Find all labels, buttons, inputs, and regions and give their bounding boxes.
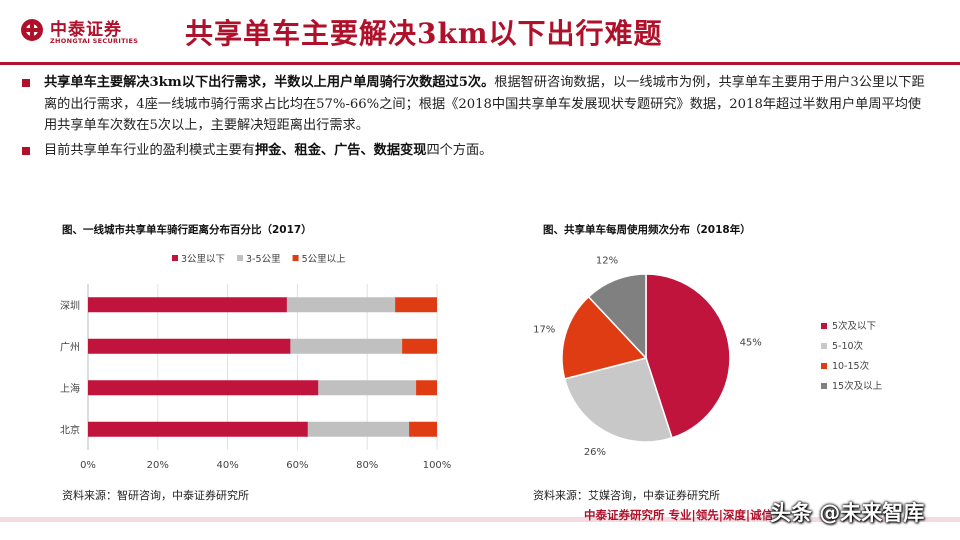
footer-bar (0, 517, 960, 522)
bullet-item: 目前共享单车行业的盈利模式主要有押金、租金、广告、数据变现四个方面。 (20, 140, 925, 162)
legend-swatch (821, 323, 827, 329)
x-tick-label: 20% (147, 460, 169, 471)
slice-data-label: 17% (533, 324, 555, 335)
pie-chart-title: 图、共享单车每周使用频次分布（2018年） (543, 224, 751, 236)
pie-slice (561, 295, 648, 380)
bar-segment (402, 338, 437, 354)
bar-segment (88, 380, 319, 396)
bullet-text: 目前共享单车行业的盈利模式主要有 (44, 142, 255, 158)
bar-chart-title: 图、一线城市共享单车骑行距离分布百分比（2017） (62, 224, 312, 236)
bar-segment (416, 380, 437, 396)
slice-data-label: 26% (584, 447, 606, 458)
bullet-bold-text: 押金、租金、广告、数据变现 (255, 142, 427, 158)
bar-chart-source: 资料来源：智研咨询，中泰证券研究所 (62, 489, 249, 502)
legend-label: 3公里以下 (181, 254, 225, 265)
pie-slice (563, 357, 673, 443)
category-label: 广州 (60, 341, 80, 353)
bullet-list: 共享单车主要解决3km以下出行需求，半数以上用户单周骑行次数超过5次。根据智研咨… (20, 72, 925, 161)
bar-segment (290, 338, 403, 354)
x-tick-label: 60% (286, 460, 308, 471)
x-tick-label: 40% (216, 460, 238, 471)
slice-data-label: 12% (596, 255, 618, 266)
company-logo-english: ZHONGTAI SECURITIES (50, 37, 139, 45)
slice-data-label: 45% (740, 337, 762, 348)
company-logo-name: 中泰证券 (50, 20, 122, 40)
legend-swatch (237, 255, 244, 261)
bar-segment (88, 338, 291, 354)
pie-chart: 45% 26% 17% 12% 5次及以下 5-10次 10-15次 15次及以上 (533, 255, 883, 458)
legend-label: 5-10次 (832, 340, 864, 352)
x-tick-label: 80% (356, 460, 378, 471)
bar-segment (409, 421, 437, 437)
bar-segment (286, 297, 396, 313)
square-bullet-icon (22, 79, 30, 87)
legend-swatch (821, 343, 827, 349)
bullet-text: 根据智研咨询数据，以一线城市为例，共享单车主要用于用户3公里以下距离的出行需求，… (44, 75, 925, 133)
legend-label: 15次及以上 (832, 380, 883, 392)
bar-segment (307, 421, 410, 437)
bullet-item: 共享单车主要解决3km以下出行需求，半数以上用户单周骑行次数超过5次。根据智研咨… (20, 72, 925, 137)
slide-header: 中泰证券 ZHONGTAI SECURITIES 共享单车主要解决3km以下出行… (0, 0, 960, 62)
x-tick-label: 0% (80, 460, 96, 471)
bar-segment (318, 380, 417, 396)
slide-footer: 中泰证券研究所 专业|领先|深度|诚信 4 头条 @未来智库 (0, 497, 960, 540)
footer-slogan: 中泰证券研究所 专业|领先|深度|诚信 (584, 508, 774, 522)
bar-segment (395, 297, 437, 313)
bar-segment (88, 421, 308, 437)
legend-label: 5公里以上 (302, 254, 347, 265)
category-label: 北京 (60, 423, 80, 436)
bullet-text: 四个方面。 (426, 142, 493, 158)
legend-swatch (821, 383, 827, 389)
company-logo-icon (21, 19, 43, 41)
legend-swatch (821, 363, 827, 369)
pie-slice (645, 273, 731, 439)
x-tick-label: 100% (423, 460, 452, 471)
bar-segment (88, 297, 287, 313)
legend-label: 5次及以下 (832, 320, 876, 332)
bullet-bold-text: 共享单车主要解决3km以下出行需求，半数以上用户单周骑行次数超过5次。 (44, 75, 495, 90)
pie-chart-source: 资料来源：艾媒咨询，中泰证券研究所 (533, 489, 720, 502)
legend-label: 3-5公里 (246, 254, 281, 265)
legend-label: 10-15次 (832, 360, 870, 372)
category-label: 上海 (60, 382, 80, 395)
page-number: 4 (880, 509, 887, 520)
square-bullet-icon (22, 146, 30, 155)
legend-swatch (292, 255, 299, 261)
title-divider (0, 62, 960, 65)
category-label: 深圳 (60, 300, 80, 312)
legend-swatch (172, 255, 178, 261)
pie-slice (587, 273, 647, 360)
slide-title: 共享单车主要解决3km以下出行难题 (185, 17, 663, 50)
watermark: 头条 @未来智库 (770, 501, 925, 525)
